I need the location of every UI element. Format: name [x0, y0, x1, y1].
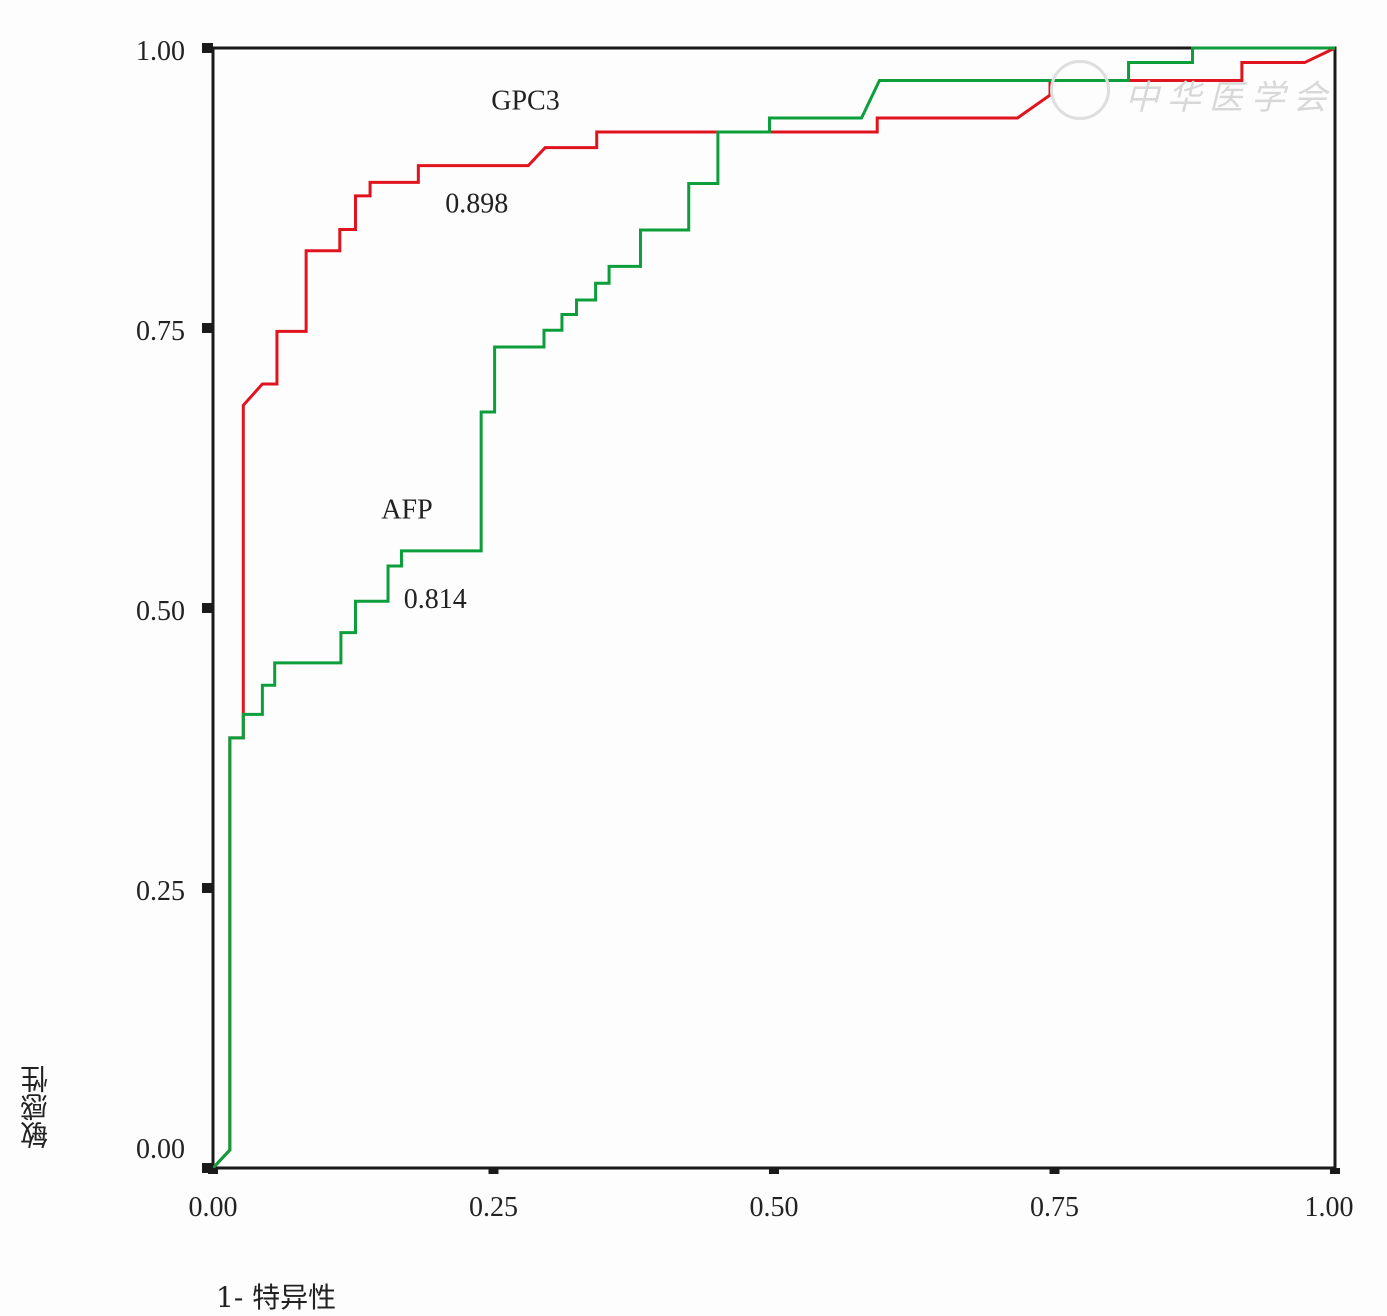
plot-border — [211, 46, 1337, 1170]
axis-ticks: 0.00 0.25 0.50 0.75 1.00 0.00 0.25 0.50 0.75 1.00 — [136, 36, 1354, 1223]
curve-annotation: 0.814 — [404, 584, 467, 615]
x-tick-label: 1.00 — [1305, 1192, 1354, 1223]
x-tick-label: 0.50 — [750, 1192, 799, 1223]
y-tick-mark — [202, 603, 213, 613]
curve-annotation: GPC3 — [491, 86, 559, 117]
y-tick-label: 0.50 — [136, 596, 185, 627]
y-tick-label: 0.75 — [136, 316, 185, 347]
roc-curves — [211, 46, 1336, 1170]
y-tick-mark — [202, 1163, 213, 1173]
x-tick-label: 0.25 — [469, 1192, 518, 1223]
y-tick-mark — [202, 43, 213, 53]
annotations: GPC3 0.898 AFP 0.814 — [381, 86, 559, 615]
x-tick-mark — [769, 1168, 779, 1174]
watermark-seal-icon — [1050, 60, 1110, 120]
y-tick-label: 0.00 — [136, 1134, 185, 1165]
y-axis-label: 敏感性 — [19, 1065, 52, 1149]
x-tick-mark — [1330, 1168, 1340, 1174]
y-tick-mark — [202, 883, 213, 893]
y-tick-mark — [202, 323, 213, 333]
x-tick-label: 0.00 — [189, 1192, 238, 1223]
x-tick-mark — [488, 1168, 499, 1174]
x-axis-label: 1- 特异性 — [216, 1281, 337, 1314]
x-tick-mark — [1049, 1168, 1060, 1174]
curve-annotation: 0.898 — [445, 189, 508, 220]
curve-annotation: AFP — [381, 494, 432, 525]
plot-frame — [211, 46, 1337, 1170]
y-tick-label: 0.25 — [136, 876, 185, 907]
y-tick-label: 1.00 — [136, 36, 185, 67]
watermark: 中华医学会 — [1125, 78, 1335, 118]
x-tick-mark — [208, 1168, 218, 1174]
x-tick-label: 0.75 — [1030, 1192, 1079, 1223]
series-line-afp — [211, 46, 1335, 1170]
series-line-gpc3 — [211, 46, 1336, 1170]
